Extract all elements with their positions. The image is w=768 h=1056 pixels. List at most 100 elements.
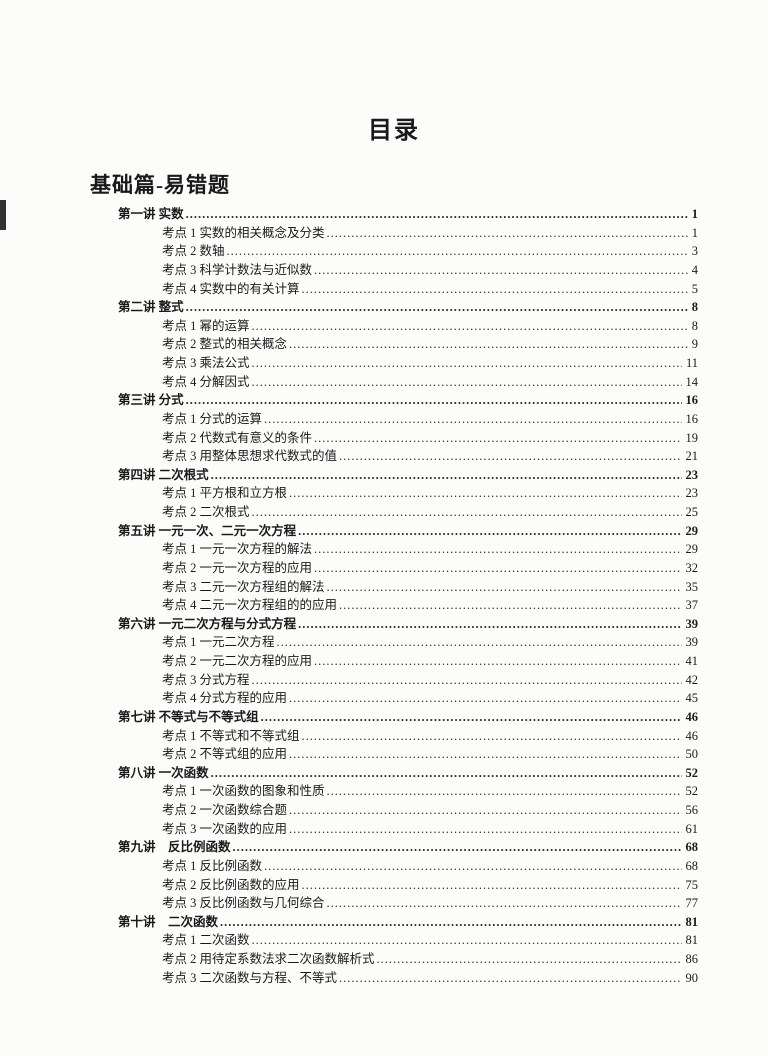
toc-leader-dots	[289, 801, 681, 819]
toc-leader-dots	[252, 503, 682, 521]
toc-label: 第一讲 实数	[118, 205, 184, 223]
toc-item: 考点 2 不等式组的应用50	[90, 745, 698, 763]
toc-leader-dots	[314, 261, 688, 279]
toc-leader-dots	[233, 838, 682, 856]
toc-label: 第十讲 二次函数	[118, 913, 218, 931]
toc-item: 考点 4 分式方程的应用45	[90, 689, 698, 707]
toc-chapter: 第十讲 二次函数 81	[90, 913, 698, 931]
toc-leader-dots	[377, 950, 682, 968]
toc-leader-dots	[289, 820, 681, 838]
toc-leader-dots	[327, 578, 682, 596]
toc-label: 考点 2 反比例函数的应用	[162, 876, 300, 894]
toc-label: 考点 3 乘法公式	[162, 354, 250, 372]
toc-page-number: 32	[684, 559, 699, 577]
toc-page-number: 11	[684, 354, 698, 372]
toc-page-number: 1	[690, 205, 698, 223]
toc-leader-dots	[277, 633, 682, 651]
toc-page-number: 29	[684, 540, 699, 558]
toc-item: 考点 2 一元一次方程的应用 32	[90, 559, 698, 577]
toc-page-number: 61	[684, 820, 699, 838]
toc-leader-dots	[327, 894, 682, 912]
toc-leader-dots	[186, 391, 682, 409]
toc-leader-dots	[261, 708, 682, 726]
section-title: 基础篇-易错题	[90, 169, 698, 199]
toc-leader-dots	[298, 615, 681, 633]
toc-item: 考点 4 分解因式14	[90, 373, 698, 391]
toc-chapter: 第八讲 一次函数 52	[90, 764, 698, 782]
toc-item: 考点 2 一次函数综合题56	[90, 801, 698, 819]
toc-label: 考点 2 一元一次方程的应用	[162, 559, 312, 577]
toc-label: 第八讲 一次函数	[118, 764, 209, 782]
toc-chapter: 第九讲 反比例函数68	[90, 838, 698, 856]
toc-leader-dots	[327, 224, 688, 242]
toc-page-number: 16	[684, 410, 699, 428]
toc-leader-dots	[339, 969, 681, 987]
toc-leader-dots	[186, 205, 688, 223]
toc-page-number: 8	[690, 298, 698, 316]
toc-label: 考点 1 平方根和立方根	[162, 484, 287, 502]
toc-page-number: 9	[690, 335, 698, 353]
toc-label: 考点 3 用整体思想求代数式的值	[162, 447, 337, 465]
toc-page-number: 4	[690, 261, 698, 279]
toc-item: 考点 1 一次函数的图象和性质52	[90, 782, 698, 800]
toc-leader-dots	[298, 522, 681, 540]
toc-page-number: 23	[684, 484, 699, 502]
toc-leader-dots	[289, 745, 681, 763]
toc-item: 考点 3 二元一次方程组的解法35	[90, 578, 698, 596]
toc-page-number: 46	[684, 708, 699, 726]
toc-leader-dots	[289, 689, 681, 707]
toc-page-number: 42	[684, 671, 699, 689]
toc-item: 考点 1 二次函数 81	[90, 931, 698, 949]
toc-page-number: 21	[684, 447, 699, 465]
toc-chapter: 第六讲 一元二次方程与分式方程39	[90, 615, 698, 633]
toc-label: 考点 4 二元一次方程组的的应用	[162, 596, 337, 614]
toc-label: 考点 1 一元二次方程	[162, 633, 275, 651]
toc-page-number: 23	[684, 466, 699, 484]
toc-label: 考点 2 用待定系数法求二次函数解析式	[162, 950, 375, 968]
toc-label: 第四讲 二次根式	[118, 466, 209, 484]
toc-item: 考点 2 用待定系数法求二次函数解析式 86	[90, 950, 698, 968]
toc-leader-dots	[264, 857, 681, 875]
toc-item: 考点 2 整式的相关概念 9	[90, 335, 698, 353]
toc-leader-dots	[339, 447, 681, 465]
toc-label: 考点 4 实数中的有关计算	[162, 280, 300, 298]
toc-label: 第六讲 一元二次方程与分式方程	[118, 615, 296, 633]
toc-leader-dots	[211, 764, 682, 782]
toc-page-number: 52	[684, 764, 699, 782]
toc-label: 考点 2 整式的相关概念	[162, 335, 287, 353]
toc-leader-dots	[327, 782, 682, 800]
toc-chapter: 第一讲 实数 1	[90, 205, 698, 223]
toc-page-number: 86	[684, 950, 699, 968]
toc-page-number: 81	[684, 913, 699, 931]
toc-leader-dots	[314, 559, 681, 577]
toc-label: 考点 2 二次根式	[162, 503, 250, 521]
toc-page-number: 3	[690, 242, 698, 260]
toc-item: 考点 2 反比例函数的应用 75	[90, 876, 698, 894]
toc-leader-dots	[252, 931, 682, 949]
toc-leader-dots	[252, 354, 682, 372]
toc-page-number: 37	[684, 596, 699, 614]
toc-chapter: 第五讲 一元一次、二元一次方程29	[90, 522, 698, 540]
toc-leader-dots	[252, 373, 682, 391]
toc-item: 考点 3 一次函数的应用61	[90, 820, 698, 838]
toc-page-number: 1	[690, 224, 698, 242]
toc-page-number: 75	[684, 876, 699, 894]
toc-leader-dots	[314, 540, 681, 558]
toc-leader-dots	[227, 242, 688, 260]
toc-item: 考点 2 数轴3	[90, 242, 698, 260]
toc-item: 考点 2 二次根式25	[90, 503, 698, 521]
toc-leader-dots	[302, 727, 682, 745]
toc-leader-dots	[302, 876, 682, 894]
toc-page-number: 56	[684, 801, 699, 819]
toc-label: 考点 1 一元一次方程的解法	[162, 540, 312, 558]
toc-item: 考点 1 幂的运算8	[90, 317, 698, 335]
toc-label: 考点 3 二元一次方程组的解法	[162, 578, 325, 596]
toc-page-number: 81	[684, 931, 699, 949]
toc-label: 考点 1 分式的运算	[162, 410, 262, 428]
toc-label: 考点 1 实数的相关概念及分类	[162, 224, 325, 242]
toc-leader-dots	[339, 596, 681, 614]
toc-item: 考点 4 实数中的有关计算5	[90, 280, 698, 298]
toc-page-number: 50	[684, 745, 699, 763]
toc-item: 考点 1 平方根和立方根 23	[90, 484, 698, 502]
toc-label: 考点 1 二次函数	[162, 931, 250, 949]
